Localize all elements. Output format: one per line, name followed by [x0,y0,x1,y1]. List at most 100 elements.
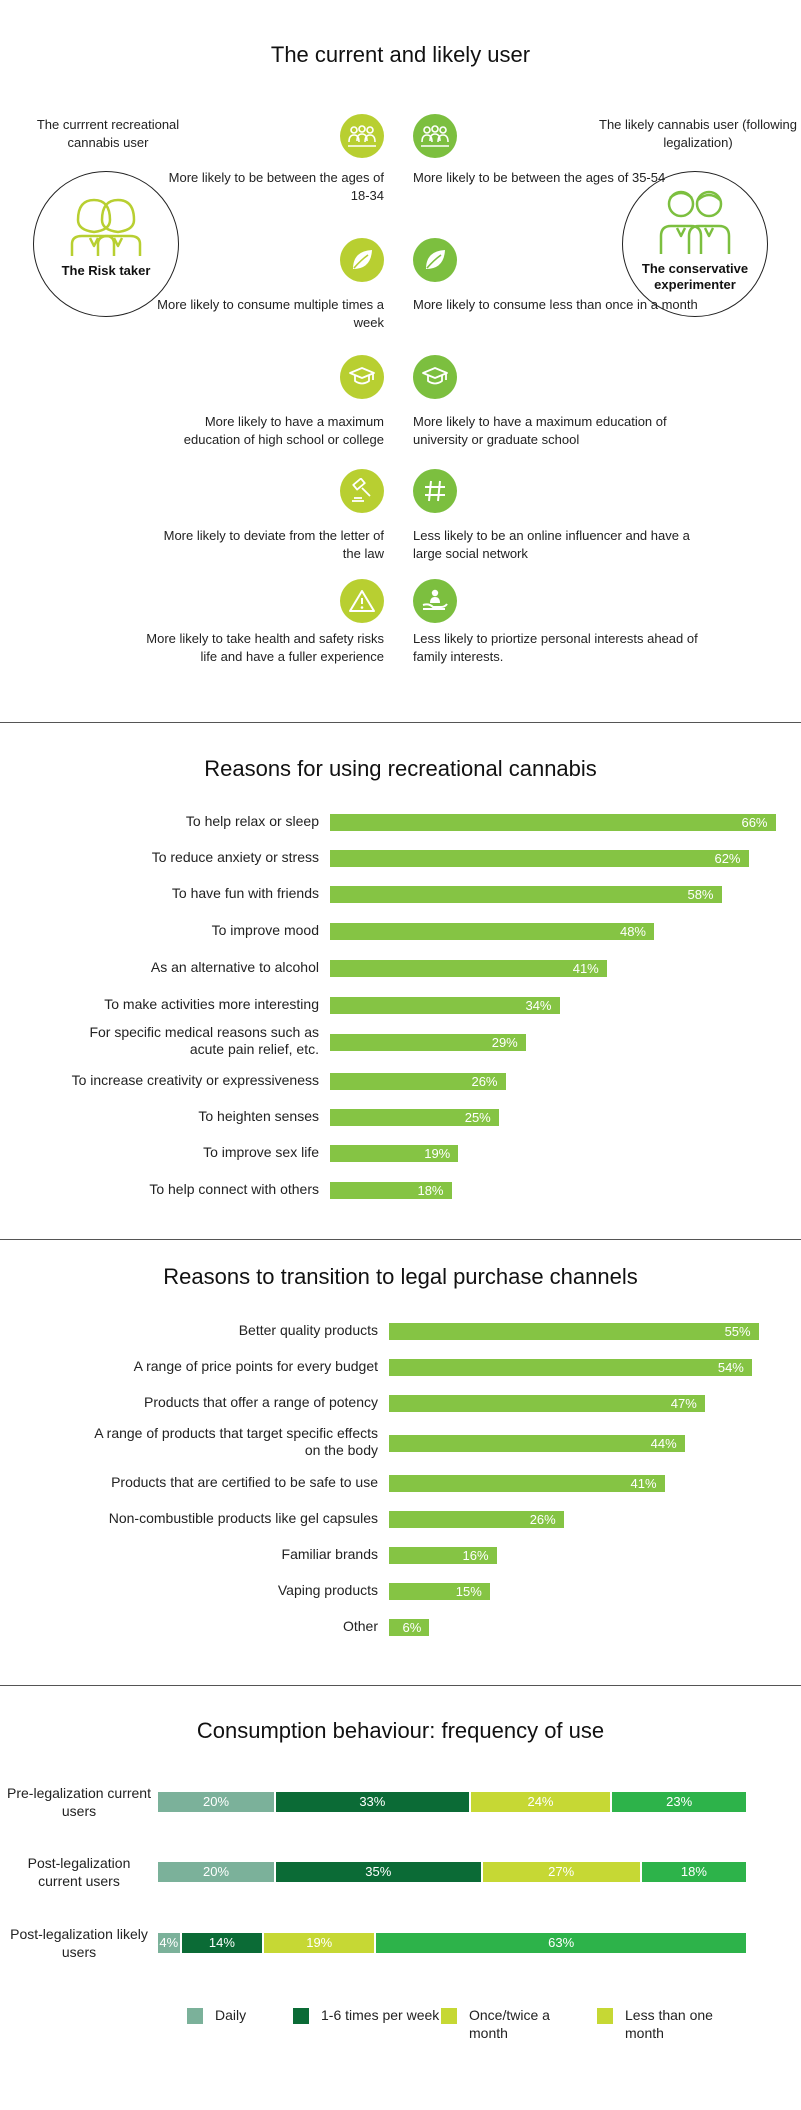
data-label: 4% [159,1935,179,1950]
section-divider [0,1685,801,1686]
bar: 6% [389,1618,430,1636]
section-divider [0,1239,801,1240]
data-label: 20% [202,1794,230,1809]
bar-label: For specific medical reasons such as acu… [89,1024,319,1057]
gavel-icon [340,469,384,513]
data-label: 54% [717,1359,744,1375]
leaf-icon [413,238,457,282]
data-label: 35% [365,1864,392,1879]
data-label: 41% [572,960,599,976]
data-label: 44% [650,1435,677,1451]
bar-label: Non-combustible products like gel capsul… [108,1509,378,1526]
bar: 41% [389,1474,665,1492]
likely-user-attribute: Less likely to priortize personal intere… [413,631,698,664]
bar: 34% [330,996,560,1014]
legend-label: Once/twice a month [469,2007,550,2041]
bar: 19% [330,1144,459,1162]
bar: 26% [330,1072,506,1090]
data-label: 27% [548,1864,575,1879]
likely-user-caption: The likely cannabis user (following lega… [599,117,797,150]
hand-person-icon [413,579,457,623]
data-label: 63% [548,1935,575,1950]
legend-swatch [293,2008,309,2024]
bar-label: As an alternative to alcohol [150,958,319,975]
warning-icon [340,579,384,623]
current-user-attribute: More likely to be between the ages of 18… [168,170,384,203]
bar: 25% [330,1108,499,1126]
bar-label: Products that offer a range of potency [143,1393,378,1410]
bar-label: To improve sex life [203,1143,319,1160]
data-label: 26% [529,1511,556,1527]
data-label: 19% [306,1935,333,1950]
bar-label: To help relax or sleep [185,812,319,829]
legend-label: Daily [215,2007,247,2023]
current-user-attribute: More likely to consume multiple times a … [157,297,384,330]
legend-swatch [441,2008,457,2024]
bar: 55% [389,1322,759,1340]
bar: 29% [330,1033,526,1051]
data-label: 55% [724,1323,751,1339]
data-label: 25% [464,1109,491,1125]
likely-user-attribute: More likely to consume less than once in… [413,297,698,312]
bar-label: Products that are certified to be safe t… [111,1473,378,1490]
bar-label: To make activities more interesting [104,995,319,1012]
chart-title: Consumption behaviour: frequency of use [196,1718,605,1743]
data-label: 23% [666,1794,693,1809]
data-label: 66% [741,814,768,830]
section-divider [0,722,801,723]
data-label: 29% [491,1034,518,1050]
bar-segment: 20% [158,1792,274,1812]
bar-segment: 23% [612,1792,746,1812]
legend-label: Less than one month [625,2007,713,2041]
likely-user-name: The conservative experimenter [641,261,749,292]
bar: 15% [389,1582,490,1600]
bar-segment: 33% [276,1792,469,1812]
data-label: 20% [202,1864,230,1879]
two-people-icon [70,198,142,256]
bar: 26% [389,1510,564,1528]
bar: 47% [389,1394,705,1412]
bar-segment: 20% [158,1862,274,1882]
legend-swatch [187,2008,203,2024]
bar: 41% [330,959,607,977]
row-label: Post-legalization current users [27,1855,131,1889]
bar-segment: 14% [181,1933,263,1953]
bar: 62% [330,849,749,867]
data-label: 18% [680,1864,707,1879]
bar-label: A range of products that target specific… [94,1425,378,1458]
current-user-attribute: More likely to take health and safety ri… [146,631,384,664]
current-user-name: The Risk taker [61,263,151,278]
bar-segment: 63% [376,1933,746,1953]
data-label: 33% [359,1794,386,1809]
current-user-attribute: More likely to deviate from the letter o… [163,528,384,561]
data-label: 16% [462,1547,489,1563]
data-label: 6% [402,1619,422,1635]
group-icon [413,114,457,158]
bar-label: To improve mood [211,921,319,938]
bar: 66% [330,813,776,831]
data-label: 26% [471,1073,498,1089]
bar-segment: 19% [264,1933,375,1953]
chart-title: Reasons to transition to legal purchase … [163,1264,638,1289]
bar-label: To have fun with friends [171,884,319,901]
data-label: 24% [527,1794,554,1809]
bar-label: To reduce anxiety or stress [151,848,319,865]
current-user-caption: The currrent recreational cannabis user [36,117,180,150]
legend-swatch [597,2008,613,2024]
likely-user-attribute: Less likely to be an online influencer a… [413,528,690,561]
bar-segment: 4% [158,1933,180,1953]
bar-segment: 35% [276,1862,481,1882]
row-label: Pre-legalization current users [7,1785,151,1819]
bar: 58% [330,885,722,903]
bar: 44% [389,1434,685,1452]
bar: 16% [389,1546,497,1564]
current-user-attribute: More likely to have a maximum education … [183,414,384,447]
leaf-icon [340,238,384,282]
chart-title: Reasons for using recreational cannabis [204,756,597,781]
data-label: 48% [619,923,646,939]
bar-segment: 24% [470,1792,611,1812]
data-label: 34% [525,997,552,1013]
bar-segment: 18% [641,1862,746,1882]
bar-label: A range of price points for every budget [133,1357,378,1374]
user-section-title: The current and likely user [270,42,531,67]
